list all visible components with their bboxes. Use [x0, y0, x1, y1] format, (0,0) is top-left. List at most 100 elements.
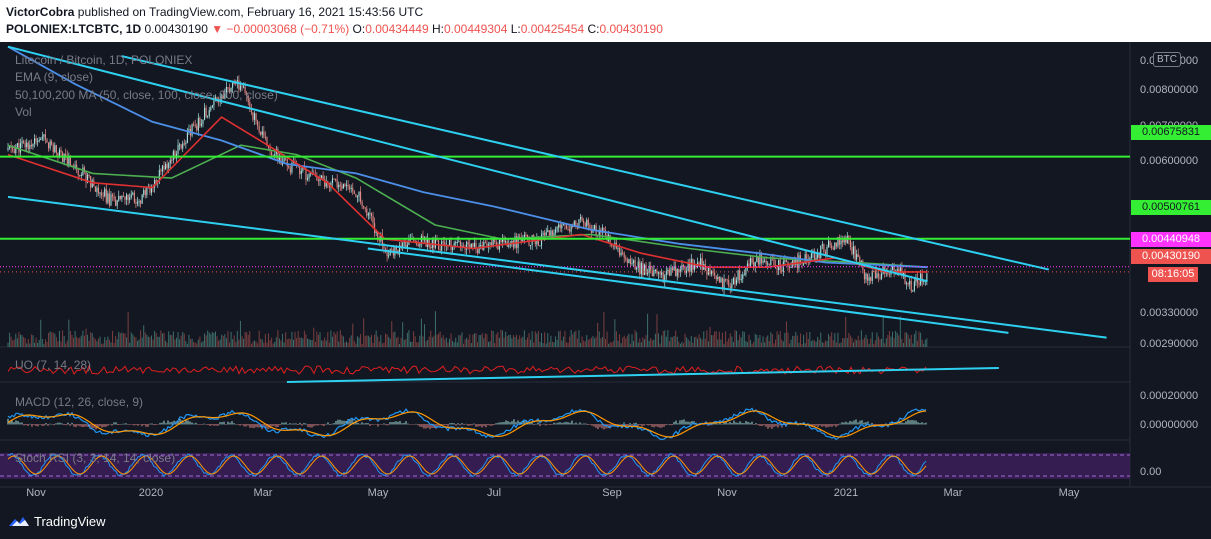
- volume-bar: [520, 338, 522, 347]
- candle-body: [837, 237, 839, 247]
- candle-body: [877, 273, 880, 277]
- volume-bar: [834, 333, 836, 347]
- macd-histogram-bar: [385, 424, 387, 426]
- volume-bar: [762, 336, 764, 347]
- volume-bar: [73, 337, 75, 347]
- volume-bar: [623, 335, 625, 347]
- macd-histogram-bar: [565, 421, 567, 425]
- volume-bar: [325, 340, 327, 347]
- macd-histogram-bar: [337, 419, 339, 425]
- volume-bar: [335, 334, 337, 347]
- candle-body: [136, 202, 139, 204]
- candle-body: [781, 269, 783, 272]
- candle-body: [455, 242, 457, 244]
- macd-histogram-bar: [171, 421, 173, 425]
- volume-bar: [366, 335, 368, 347]
- candle-body: [611, 243, 613, 246]
- macd-histogram-bar: [655, 424, 657, 427]
- volume-bar: [690, 335, 692, 347]
- volume-bar: [316, 331, 318, 347]
- volume-bar: [678, 341, 680, 347]
- volume-bar: [115, 335, 117, 347]
- macd-histogram-bar: [177, 420, 179, 425]
- macd-histogram-bar: [89, 424, 91, 429]
- candle-body: [306, 178, 309, 180]
- candle-body: [728, 279, 730, 287]
- macd-histogram-bar: [631, 424, 633, 426]
- chart-area[interactable]: 0.009000000.008000000.007000000.00600000…: [0, 42, 1211, 505]
- macd-histogram-bar: [243, 424, 245, 427]
- candle-body: [550, 230, 552, 236]
- symbol-label: POLONIEX:LTCBTC, 1D: [6, 22, 142, 36]
- macd-histogram-bar: [19, 422, 21, 425]
- time-axis-label: Nov: [717, 487, 737, 499]
- candle-body: [124, 196, 126, 200]
- volume-bar: [218, 340, 220, 347]
- volume-bar: [463, 343, 465, 347]
- candle-body: [558, 224, 560, 228]
- volume-bar: [840, 342, 842, 347]
- volume-bar: [892, 331, 894, 347]
- macd-histogram-bar: [197, 424, 199, 425]
- candle-body: [448, 239, 451, 246]
- candle-body: [46, 139, 48, 143]
- volume-bar: [672, 337, 674, 347]
- tradingview-logo-icon[interactable]: [8, 514, 30, 530]
- candle-body: [548, 230, 550, 236]
- candle-body: [163, 165, 165, 170]
- candle-body: [489, 242, 491, 245]
- macd-histogram-bar: [583, 423, 585, 425]
- candle-body: [54, 145, 56, 153]
- volume-bar: [856, 340, 858, 347]
- macd-histogram-bar: [601, 424, 603, 429]
- macd-histogram-bar: [865, 422, 867, 425]
- macd-histogram-bar: [11, 420, 13, 425]
- macd-histogram-bar: [143, 424, 145, 426]
- volume-bar: [191, 338, 193, 347]
- candle-body: [718, 276, 720, 283]
- macd-histogram-bar: [507, 421, 509, 425]
- candle-body: [845, 237, 847, 243]
- candle-body: [534, 241, 536, 245]
- macd-histogram-bar: [37, 424, 39, 427]
- currency-badge[interactable]: BTC: [1153, 52, 1181, 67]
- macd-histogram-bar: [61, 423, 63, 425]
- stoch-rsi-legend[interactable]: Stoch RSI (3, 3, 14, 14, close): [15, 451, 176, 465]
- macd-histogram-bar: [485, 424, 487, 428]
- macd-histogram-bar: [493, 424, 495, 426]
- chart-canvas[interactable]: 0.009000000.008000000.007000000.00600000…: [0, 42, 1211, 505]
- candle-body: [174, 151, 176, 159]
- candle-body: [291, 162, 293, 173]
- macd-histogram-bar: [689, 421, 691, 425]
- volume-legend[interactable]: Vol: [15, 105, 32, 119]
- volume-bar: [87, 334, 89, 347]
- bar-countdown: 08:16:05: [1148, 267, 1198, 282]
- candle-body: [55, 145, 57, 153]
- candle-body: [444, 241, 446, 247]
- volume-bar: [803, 334, 805, 347]
- volume-bar: [484, 333, 486, 347]
- brand-name[interactable]: TradingView: [34, 514, 106, 529]
- candle-body: [258, 125, 260, 132]
- volume-bar: [80, 335, 82, 347]
- candle-body: [594, 225, 596, 230]
- volume-bar: [902, 342, 904, 347]
- candle-body: [483, 242, 485, 250]
- ma-legend[interactable]: 50,100,200 MA (50, close, 100, close, 20…: [15, 88, 278, 102]
- volume-bar: [363, 318, 365, 347]
- volume-bar: [305, 334, 307, 347]
- candle-body: [642, 263, 644, 275]
- volume-bar: [569, 336, 571, 347]
- author-name[interactable]: VictorCobra: [6, 5, 75, 19]
- macd-legend[interactable]: MACD (12, 26, close, 9): [15, 395, 144, 409]
- volume-bar: [679, 343, 681, 347]
- macd-histogram-bar: [109, 423, 111, 425]
- macd-histogram-bar: [635, 422, 637, 425]
- candle-body: [522, 239, 524, 243]
- macd-histogram-bar: [663, 424, 665, 427]
- volume-bar: [151, 335, 153, 347]
- ema-legend[interactable]: EMA (9, close): [15, 70, 94, 84]
- volume-bar: [238, 339, 240, 347]
- stoch-d-line: [7, 455, 927, 475]
- uo-legend[interactable]: UO (7, 14, 28): [15, 358, 92, 372]
